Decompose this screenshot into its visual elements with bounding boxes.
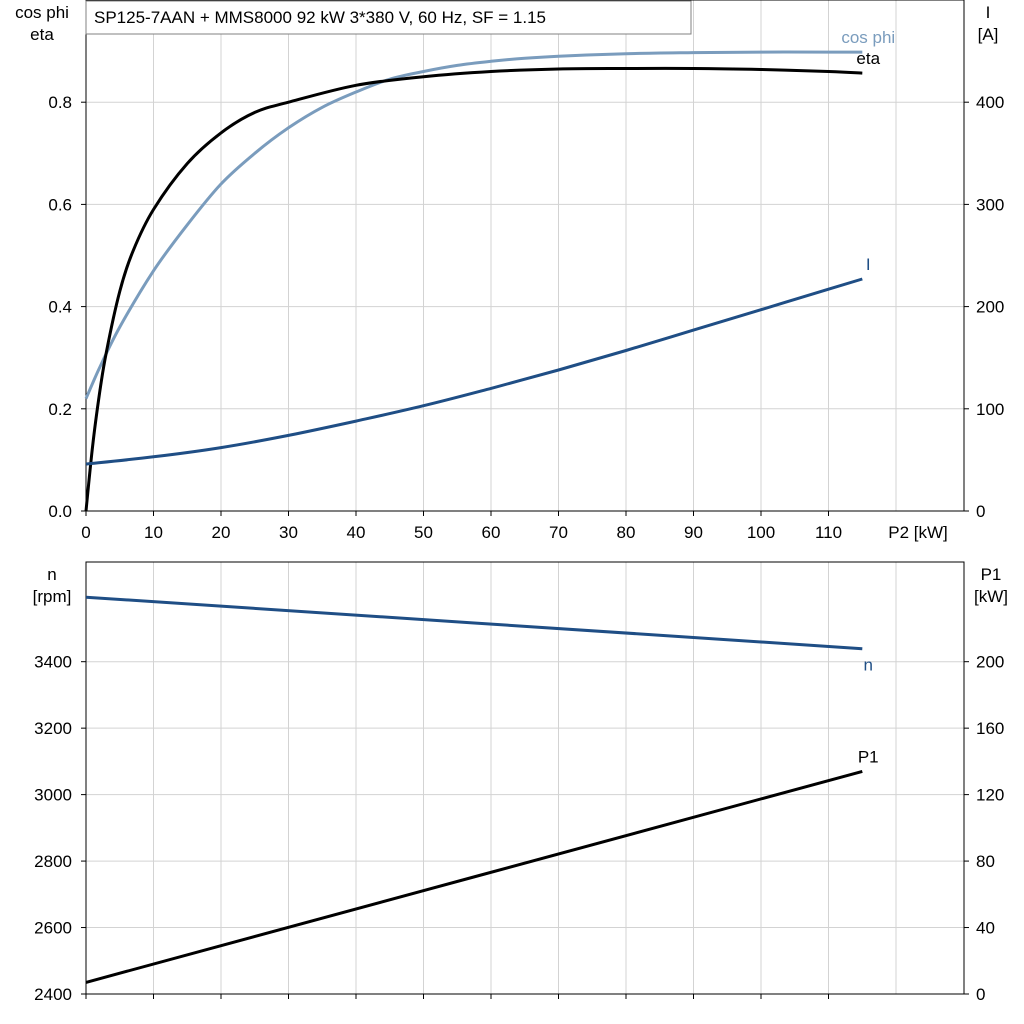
series-label-p1: P1 — [858, 747, 879, 766]
top-ticks-group: 0.0 0.2 0.4 0.6 0.8 0 100 200 300 400 0 10 20 30 40 50 6… — [48, 93, 1004, 542]
series-line-cos-phi — [84, 50, 863, 400]
y-left-label-n: n — [47, 565, 56, 584]
y-left-label-eta: eta — [30, 25, 54, 44]
x-tick-label: 100 — [747, 523, 775, 542]
x-tick-label: 30 — [279, 523, 298, 542]
y-right-tick-label: 160 — [976, 719, 1004, 738]
y-right-label-a: [A] — [978, 25, 999, 44]
chart-title: SP125-7AAN + MMS8000 92 kW 3*380 V, 60 H… — [94, 8, 546, 27]
bottom-series-group: n P1 — [85, 595, 879, 984]
bottom-ticks-group: 2400 2600 2800 3000 3200 3400 0 40 80 120 160 200 — [34, 653, 1004, 1004]
chart-title-box — [85, 0, 692, 35]
y-right-tick-label: 40 — [976, 919, 995, 938]
y-right-tick-label: 120 — [976, 786, 1004, 805]
y-right-label-i: I — [986, 3, 991, 22]
y-right-tick-label: 0 — [976, 985, 985, 1004]
y-left-tick-label: 2800 — [34, 852, 72, 871]
series-line-eta — [84, 66, 863, 512]
y-left-tick-label: 3400 — [34, 653, 72, 672]
series-line-p1 — [85, 769, 863, 984]
x-tick-label: 110 — [815, 523, 842, 542]
y-left-tick-label: 0.8 — [48, 93, 72, 112]
y-left-tick-label: 0.6 — [48, 195, 72, 214]
x-tick-label: 60 — [482, 523, 501, 542]
y-right-tick-label: 200 — [976, 298, 1004, 317]
y-right-tick-label: 300 — [976, 195, 1004, 214]
y-right-label-kw: [kW] — [974, 587, 1008, 606]
y-right-label-p1: P1 — [981, 565, 1002, 584]
x-tick-label: 50 — [414, 523, 433, 542]
y-left-tick-label: 0.2 — [48, 400, 72, 419]
series-label-cos-phi: cos phi — [841, 28, 895, 47]
y-left-tick-label: 0.0 — [48, 502, 72, 521]
x-tick-label: 0 — [81, 523, 90, 542]
top-series-group: cos phi eta I — [84, 28, 895, 512]
top-plot-frame — [85, 0, 965, 512]
y-left-label-cosphi: cos phi — [15, 3, 69, 22]
y-left-tick-label: 2600 — [34, 919, 72, 938]
y-right-tick-label: 100 — [976, 400, 1004, 419]
bottom-plot-frame — [85, 561, 965, 995]
y-left-label-rpm: [rpm] — [33, 587, 72, 606]
series-label-n: n — [864, 656, 873, 675]
x-tick-label: 20 — [212, 523, 231, 542]
series-label-eta: eta — [856, 49, 880, 68]
x-tick-label: 70 — [549, 523, 568, 542]
series-line-n — [85, 595, 863, 651]
series-line-i — [85, 277, 863, 466]
y-right-tick-label: 200 — [976, 653, 1004, 672]
top-grid — [86, 0, 964, 511]
y-left-tick-label: 3000 — [34, 786, 72, 805]
y-left-tick-label: 3200 — [34, 719, 72, 738]
y-right-tick-label: 0 — [976, 502, 985, 521]
bottom-grid — [86, 562, 964, 994]
y-left-tick-label: 0.4 — [48, 298, 72, 317]
y-right-tick-label: 80 — [976, 852, 995, 871]
x-tick-label: 10 — [144, 523, 163, 542]
x-tick-label: 80 — [617, 523, 636, 542]
bottom-chart: nP1 240026002800300032003400040801201602… — [33, 561, 1008, 1004]
y-right-tick-label: 400 — [976, 93, 1004, 112]
x-tick-label: 90 — [684, 523, 703, 542]
y-left-tick-label: 2400 — [34, 985, 72, 1004]
series-label-i: I — [866, 255, 871, 274]
x-tick-label: 40 — [347, 523, 366, 542]
x-axis-label: P2 [kW] — [888, 523, 948, 542]
